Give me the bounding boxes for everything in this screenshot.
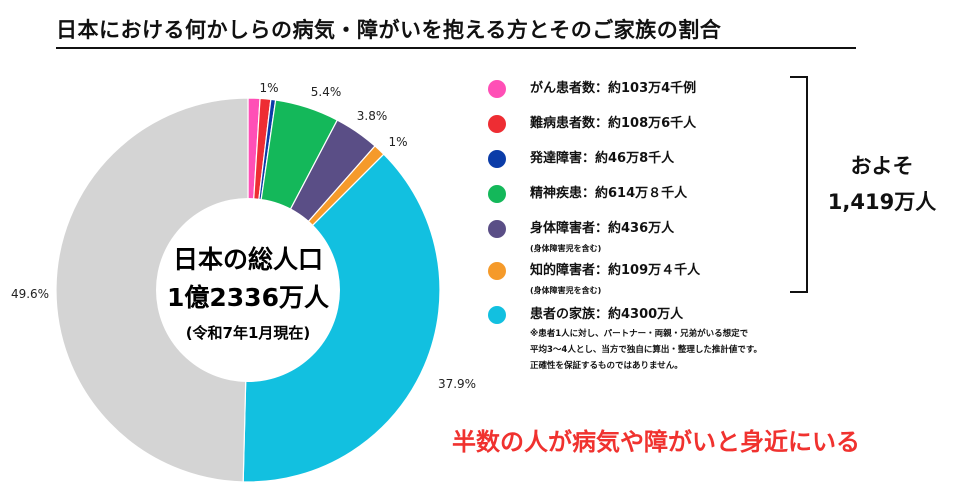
legend-item-develop: 発達障害：約46万8千人: [488, 150, 674, 168]
center-population: 1億2336万人: [167, 283, 329, 312]
total-label-approx: およそ: [850, 154, 914, 178]
legend-item-intel: 知的障害者：約109万４千人 (身体障害児を含む): [488, 262, 700, 298]
percent-labels: 1% 5.4%3.8%1%37.9%49.6%: [11, 81, 476, 391]
legend-item-mental: 精神疾患：約614万８千人: [488, 185, 687, 203]
donut-hole: [156, 198, 340, 382]
headline: 半数の人が病気や障がいと身近にいる: [452, 428, 860, 456]
legend-swatch-physical: [488, 220, 506, 238]
legend-swatch-develop: [488, 150, 506, 168]
center-title: 日本の総人口: [173, 245, 323, 274]
pct-label-cancer: 1%: [259, 81, 278, 95]
legend-swatch-rare: [488, 115, 506, 133]
legend-sub-physical: (身体障害児を含む): [530, 244, 602, 253]
legend-label-intel: 知的障害者：約109万４千人: [530, 263, 701, 278]
total-bracket: [790, 76, 808, 293]
legend-label-develop: 発達障害：約46万8千人: [530, 151, 675, 166]
legend-label-mental: 精神疾患：約614万８千人: [530, 186, 688, 201]
legend-label-rare: 難病患者数：約108万6千人: [530, 116, 697, 131]
pct-label-physical: 3.8%: [357, 109, 388, 123]
legend-item-rare: 難病患者数：約108万6千人: [488, 115, 696, 133]
legend-swatch-mental: [488, 185, 506, 203]
legend-sub-intel: (身体障害児を含む): [530, 286, 602, 295]
total-count: およそ 1,419万人: [812, 148, 952, 220]
center-date: (令和7年1月現在): [186, 324, 311, 342]
pct-label-family: 37.9%: [438, 377, 476, 391]
pct-label-mental: 5.4%: [311, 85, 342, 99]
slice-other: [55, 97, 249, 483]
legend-swatch-cancer: [488, 80, 506, 98]
note-line-3: 正確性を保証するものではありません。: [530, 361, 683, 371]
total-label-value: 1,419万人: [827, 190, 937, 214]
legend-item-family: 患者の家族：約4300万人 ※患者1人に対し、パートナー・両親・兄弟がいる想定で…: [488, 306, 762, 374]
legend-swatch-family: [488, 306, 506, 324]
note-line-2: 平均3～4人とし、当方で独自に算出・整理した推計値です。: [530, 345, 762, 355]
pct-label-intel: 1%: [388, 135, 407, 149]
pct-label-other: 49.6%: [11, 287, 49, 301]
legend-note: ※患者1人に対し、パートナー・両親・兄弟がいる想定で 平均3～4人とし、当方で独…: [530, 326, 762, 374]
chart-title: 日本における何かしらの病気・障がいを抱える方とそのご家族の割合: [56, 14, 856, 49]
legend-label-physical: 身体障害者：約436万人: [530, 221, 675, 236]
legend-swatch-intel: [488, 262, 506, 280]
donut-chart: 1% 5.4%3.8%1%37.9%49.6% 日本の総人口 1億2336万人 (…: [11, 81, 476, 483]
note-line-1: ※患者1人に対し、パートナー・両親・兄弟がいる想定で: [530, 329, 749, 339]
legend-label-family: 患者の家族：約4300万人: [530, 307, 684, 322]
legend-item-physical: 身体障害者：約436万人 (身体障害児を含む): [488, 220, 674, 256]
legend-item-cancer: がん患者数：約103万4千例: [488, 80, 696, 98]
slice-family: [242, 153, 441, 483]
legend-label-cancer: がん患者数：約103万4千例: [530, 81, 697, 96]
